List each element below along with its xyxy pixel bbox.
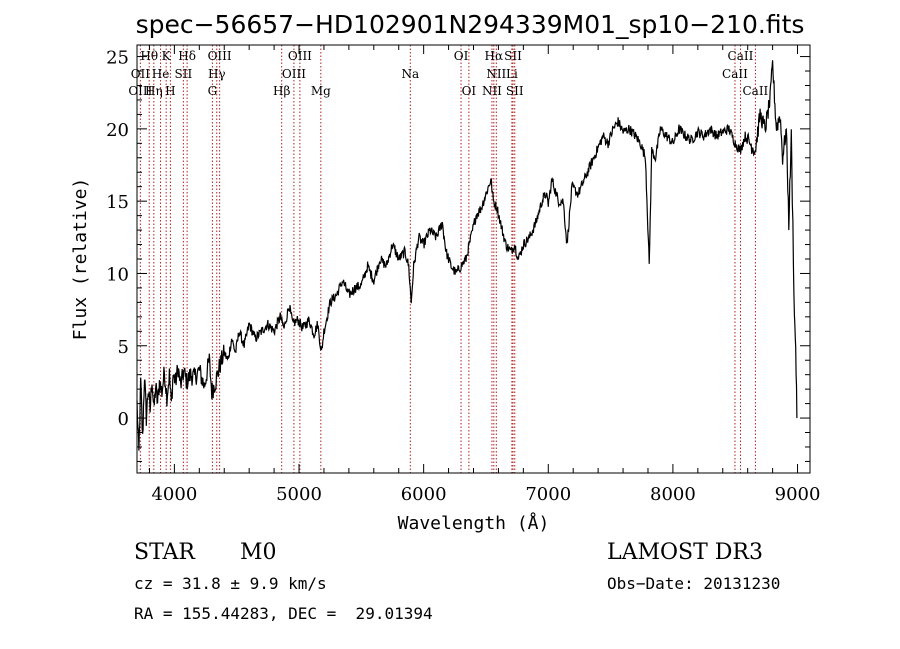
y-axis-label: Flux (relative) bbox=[70, 178, 91, 341]
y-axis-ticks: 0 5 10 15 20 25 bbox=[106, 48, 810, 462]
emission-line-label: Na bbox=[401, 67, 419, 81]
x-tick-label: 7000 bbox=[525, 484, 571, 505]
object-class: STAR bbox=[134, 540, 195, 565]
emission-line-label: G bbox=[208, 84, 218, 98]
emission-line-label: Hγ bbox=[208, 67, 226, 81]
observation-date: Obs−Date: 20131230 bbox=[607, 574, 781, 593]
emission-line-label: He bbox=[152, 67, 170, 81]
emission-line-label: Li bbox=[506, 67, 518, 81]
x-tick-label: 8000 bbox=[650, 484, 696, 505]
emission-line-label: Hβ bbox=[273, 84, 290, 98]
y-tick-label: 15 bbox=[106, 192, 129, 213]
emission-line-label: CaII bbox=[728, 49, 754, 63]
emission-line-markers bbox=[139, 45, 756, 473]
x-tick-label: 9000 bbox=[775, 484, 821, 505]
emission-line-label: CaII bbox=[722, 67, 748, 81]
emission-line-label: SII bbox=[506, 84, 524, 98]
emission-line-label: SII bbox=[504, 49, 522, 63]
emission-line-label: NII bbox=[482, 84, 502, 98]
y-tick-label: 20 bbox=[106, 120, 129, 141]
emission-line-label: Mg bbox=[311, 84, 331, 98]
spectrum-line bbox=[136, 60, 798, 451]
emission-line-label: NII bbox=[486, 67, 506, 81]
x-axis-label: Wavelength (Å) bbox=[398, 512, 550, 534]
emission-line-label: SII bbox=[175, 67, 193, 81]
y-tick-label: 0 bbox=[118, 409, 129, 430]
emission-line-label: Hθ bbox=[140, 49, 158, 63]
emission-line-label: OIII bbox=[128, 84, 152, 98]
coordinates: RA = 155.44283, DEC = 29.01394 bbox=[134, 604, 433, 623]
x-tick-label: 4000 bbox=[151, 484, 197, 505]
y-tick-label: 5 bbox=[118, 337, 129, 358]
emission-line-label: OII bbox=[131, 67, 151, 81]
emission-line-label: OIII bbox=[208, 49, 232, 63]
object-subclass: M0 bbox=[240, 540, 277, 565]
emission-line-label: Hδ bbox=[178, 49, 196, 63]
emission-line-label: Hα bbox=[485, 49, 504, 63]
survey-name: LAMOST DR3 bbox=[607, 540, 763, 565]
emission-line-label: H bbox=[165, 84, 175, 98]
chart-title: spec−56657−HD102901N294339M01_sp10−210.f… bbox=[136, 10, 805, 39]
emission-line-label: OIII bbox=[282, 67, 306, 81]
emission-line-label: K bbox=[162, 49, 172, 63]
emission-line-label: Hη bbox=[145, 84, 163, 98]
x-axis-ticks: 4000 5000 6000 7000 8000 9000 bbox=[148, 45, 821, 505]
y-tick-label: 10 bbox=[106, 264, 129, 285]
x-tick-label: 5000 bbox=[276, 484, 322, 505]
x-tick-label: 6000 bbox=[401, 484, 447, 505]
emission-line-label: OI bbox=[454, 49, 469, 63]
emission-line-label: CaII bbox=[742, 84, 768, 98]
plot-frame bbox=[136, 44, 811, 474]
y-tick-label: 25 bbox=[106, 48, 129, 69]
emission-line-label: OI bbox=[462, 84, 477, 98]
redshift-velocity: cz = 31.8 ± 9.9 km/s bbox=[134, 574, 327, 593]
emission-line-label: OIII bbox=[288, 49, 312, 63]
